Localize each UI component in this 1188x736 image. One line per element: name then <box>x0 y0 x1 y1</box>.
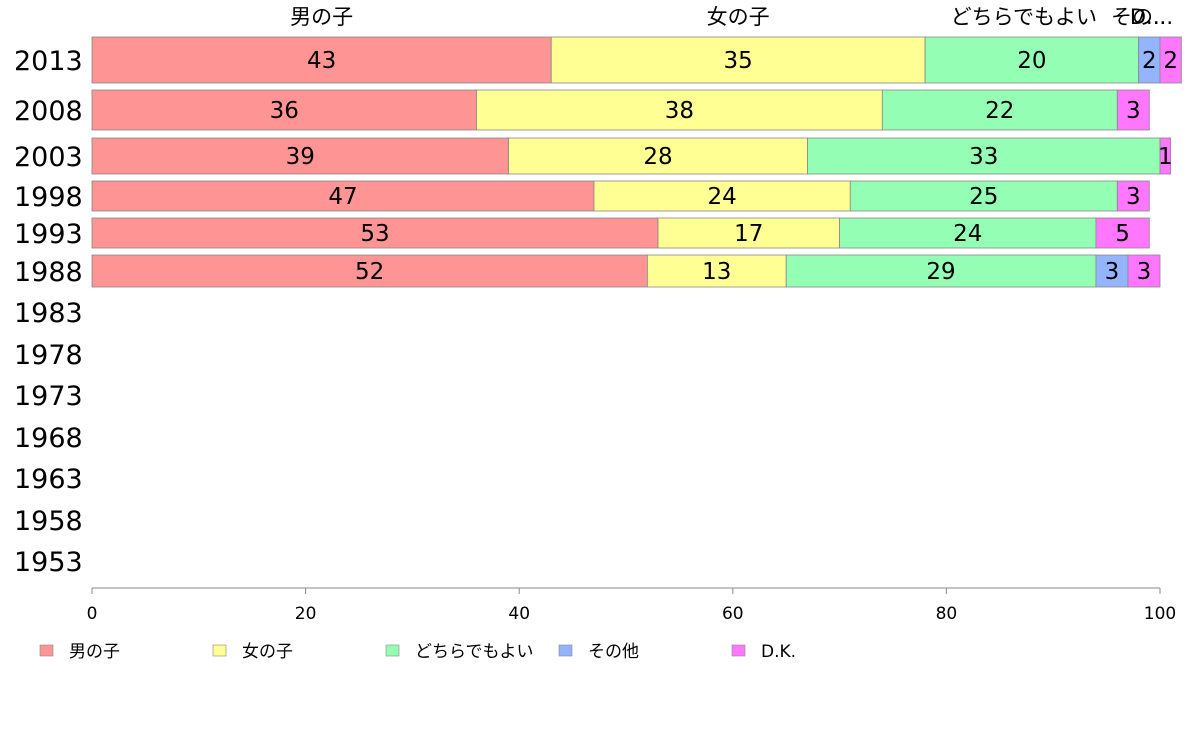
data-label-1993-series-1: 17 <box>734 221 763 247</box>
series-header-0: 男の子 <box>290 5 353 29</box>
x-tick-label-100: 100 <box>1144 604 1176 624</box>
legend-label-2: どちらでもよい <box>415 642 534 662</box>
bar-1988-series-2 <box>785 254 1097 288</box>
data-label-1998-series-2: 25 <box>969 184 998 210</box>
bar-2003-series-2 <box>807 137 1161 175</box>
data-label-2013-series-0: 43 <box>307 48 336 74</box>
series-header-3: その... <box>1111 5 1173 29</box>
bar-2003-series-4 <box>1159 137 1172 175</box>
data-label-2008-series-4: 3 <box>1126 98 1141 124</box>
x-tick-label-80: 80 <box>936 604 958 624</box>
data-label-2008-series-0: 36 <box>270 98 299 124</box>
data-label-2008-series-2: 22 <box>985 98 1014 124</box>
legend-swatch-3 <box>558 644 573 657</box>
bar-2013-series-0 <box>91 36 552 84</box>
bar-2013-series-1 <box>550 36 926 84</box>
data-label-2003-series-4: 1 <box>1158 144 1173 170</box>
x-tick-label-0: 0 <box>87 604 98 624</box>
data-label-2013-series-1: 35 <box>723 48 752 74</box>
bar-2008-series-1 <box>476 89 883 131</box>
bar-1998-series-0 <box>91 180 595 212</box>
data-label-2008-series-1: 38 <box>665 98 694 124</box>
bar-1998-series-1 <box>593 180 851 212</box>
data-label-1988-series-1: 13 <box>702 259 731 285</box>
x-tick-label-20: 20 <box>295 604 317 624</box>
category-labels: 2013 2008 2003 1998 1993 1988 1983 1978 1973 1968… <box>14 46 83 578</box>
legend-label-4: D.K. <box>761 642 796 662</box>
x-axis: 0 20 40 60 80 100 <box>87 587 1176 624</box>
legend-label-1: 女の子 <box>242 642 293 662</box>
series-header-2: どちらでもよい <box>951 5 1097 29</box>
legend: 男の子 女の子 どちらでもよい その他 D.K. <box>39 642 796 662</box>
data-label-1988-series-2: 29 <box>926 259 955 285</box>
year-label-1973: 1973 <box>14 381 83 412</box>
data-label-1998-series-4: 3 <box>1126 184 1141 210</box>
year-label-1993: 1993 <box>14 219 83 250</box>
x-tick-label-60: 60 <box>722 604 744 624</box>
bar-2008-series-4 <box>1116 89 1150 131</box>
year-label-2008: 2008 <box>14 96 83 127</box>
legend-swatch-1 <box>212 644 227 657</box>
bar-1998-series-2 <box>849 180 1118 212</box>
legend-swatch-4 <box>731 644 746 657</box>
bars: 43 35 20 2 236 38 22 339 28 33 147 24 25 353 17 24 552 13… <box>91 36 1182 288</box>
data-label-1988-series-0: 52 <box>355 259 384 285</box>
year-label-1978: 1978 <box>14 340 83 371</box>
bar-1998-series-4 <box>1116 180 1150 212</box>
bar-1988-series-3 <box>1095 254 1129 288</box>
bar-1993-series-1 <box>657 217 840 249</box>
bar-1988-series-0 <box>91 254 648 288</box>
year-label-2013: 2013 <box>14 46 83 77</box>
data-label-2013-series-2: 20 <box>1017 48 1046 74</box>
data-label-2003-series-1: 28 <box>643 144 672 170</box>
data-label-1998-series-1: 24 <box>707 184 736 210</box>
bar-2003-series-0 <box>91 137 509 175</box>
series-header-1: 女の子 <box>707 5 770 29</box>
series-header-4: D... <box>1130 5 1166 29</box>
bar-1988-series-4 <box>1127 254 1161 288</box>
series-headers: 男の子 女の子 どちらでもよい その...D... <box>290 5 1173 29</box>
year-label-1963: 1963 <box>14 464 83 495</box>
bar-2013-series-2 <box>924 36 1140 84</box>
data-label-1993-series-4: 5 <box>1115 221 1130 247</box>
data-label-1993-series-0: 53 <box>360 221 389 247</box>
data-label-2003-series-2: 33 <box>969 144 998 170</box>
legend-swatch-2 <box>385 644 400 657</box>
year-label-1958: 1958 <box>14 506 83 537</box>
year-label-1983: 1983 <box>14 298 83 329</box>
year-label-2003: 2003 <box>14 142 83 173</box>
year-label-1968: 1968 <box>14 423 83 454</box>
data-label-1988-series-3: 3 <box>1105 259 1120 285</box>
data-label-1998-series-0: 47 <box>328 184 357 210</box>
legend-swatch-0 <box>39 644 54 657</box>
bar-2013-series-4 <box>1159 36 1182 84</box>
data-label-1988-series-4: 3 <box>1137 259 1152 285</box>
bar-1993-series-0 <box>91 217 659 249</box>
year-label-1953: 1953 <box>14 547 83 578</box>
x-tick-label-40: 40 <box>508 604 530 624</box>
legend-label-3: その他 <box>588 642 639 662</box>
legend-label-0: 男の子 <box>69 642 120 662</box>
bar-1988-series-1 <box>646 254 787 288</box>
year-label-1988: 1988 <box>14 257 83 288</box>
year-label-1998: 1998 <box>14 182 83 213</box>
data-label-2013-series-4: 2 <box>1163 48 1178 74</box>
data-label-2013-series-3: 2 <box>1142 48 1157 74</box>
bar-1993-series-4 <box>1095 217 1150 249</box>
data-label-1993-series-2: 24 <box>953 221 982 247</box>
bar-2003-series-1 <box>508 137 808 175</box>
bar-2008-series-2 <box>881 89 1118 131</box>
bar-2008-series-0 <box>91 89 477 131</box>
data-label-2003-series-0: 39 <box>286 144 315 170</box>
